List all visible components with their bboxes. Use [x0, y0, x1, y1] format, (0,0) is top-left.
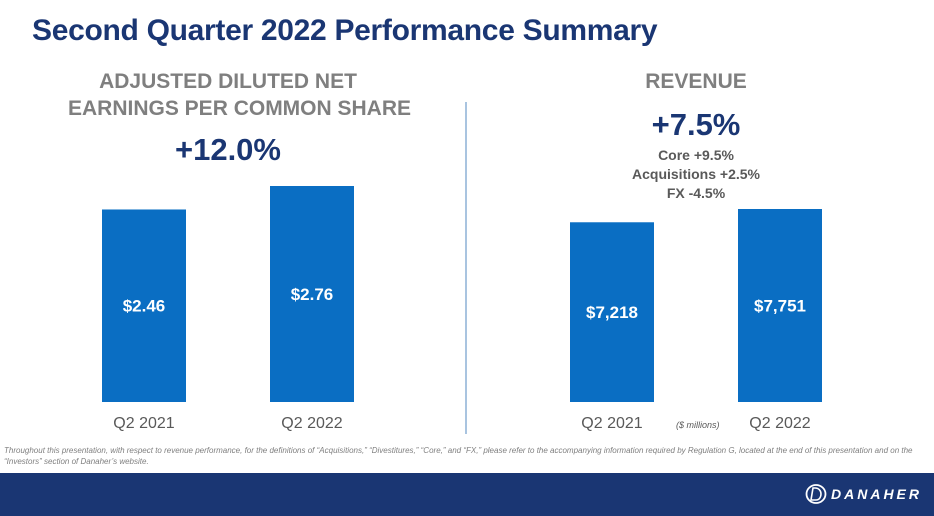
breakdown-acquisitions: Acquisitions +2.5% [632, 166, 760, 182]
eps-category-label-2: Q2 2022 [281, 415, 342, 432]
revenue-bar-1 [570, 222, 654, 402]
danaher-logo-icon [805, 484, 827, 504]
footnote: Throughout this presentation, with respe… [4, 446, 913, 466]
logo-text: DANAHER [831, 486, 922, 502]
eps-growth: +12.0% [174, 132, 281, 167]
eps-bar-label-1: $2.46 [123, 297, 166, 316]
eps-bar-label-2: $2.76 [291, 285, 334, 304]
eps-category-label-1: Q2 2021 [113, 415, 174, 432]
revenue-growth: +7.5% [651, 107, 741, 142]
breakdown-fx: FX -4.5% [666, 185, 726, 201]
revenue-category-label-2: Q2 2022 [749, 415, 810, 432]
panel-divider [465, 102, 467, 434]
revenue-breakdown: Core +9.5% Acquisitions +2.5% FX -4.5% [596, 146, 796, 203]
revenue-bar-2 [738, 209, 822, 402]
revenue-units: ($ millions) [676, 420, 720, 430]
charts-svg: $2.46 Q2 2021 $2.76 Q2 2022 $7,218 Q2 2021 $7,… [102, 186, 822, 432]
revenue-category-label-1: Q2 2021 [581, 415, 642, 432]
revenue-bar-label-2: $7,751 [754, 297, 806, 316]
breakdown-core: Core +9.5% [658, 147, 734, 163]
danaher-logo: DANAHER [805, 483, 922, 505]
page-title: Second Quarter 2022 Performance Summary [32, 14, 658, 47]
eps-panel-title: ADJUSTED DILUTED NET EARNINGS PER COMMON… [68, 68, 412, 122]
revenue-panel-title: REVENUE [645, 70, 747, 93]
revenue-bar-label-1: $7,218 [586, 303, 638, 322]
eps-title-line2: EARNINGS PER COMMON SHARE [68, 97, 412, 120]
footer-bar: DANAHER [0, 473, 934, 516]
eps-bar-2 [270, 186, 354, 402]
eps-title-line1: ADJUSTED DILUTED NET [99, 70, 357, 93]
eps-bar-1 [102, 209, 186, 402]
